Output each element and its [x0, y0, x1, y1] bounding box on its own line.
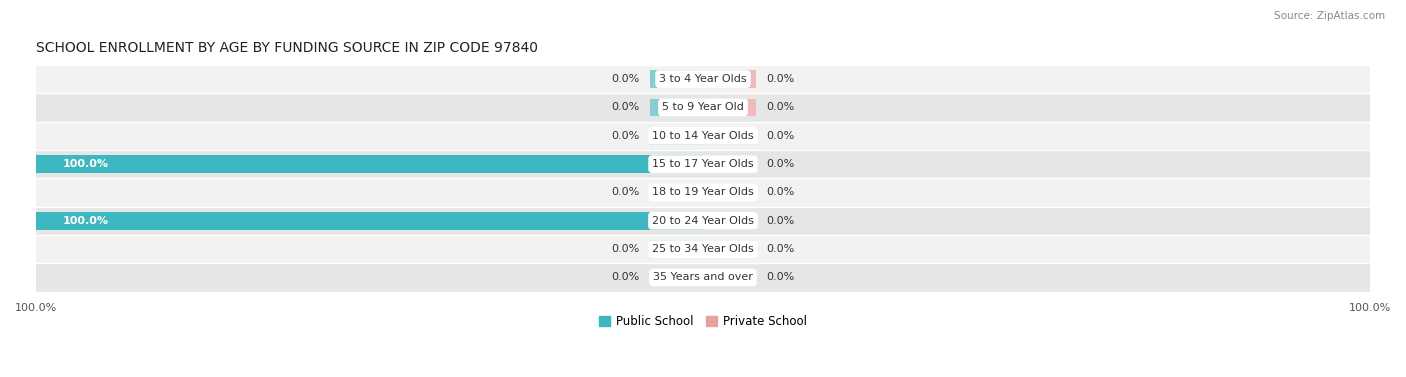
Text: Source: ZipAtlas.com: Source: ZipAtlas.com [1274, 11, 1385, 21]
Bar [37, 155, 703, 173]
Text: 100.0%: 100.0% [63, 216, 108, 226]
Text: 0.0%: 0.0% [766, 131, 794, 141]
Bar [37, 207, 1369, 235]
Text: 5 to 9 Year Old: 5 to 9 Year Old [662, 103, 744, 112]
Text: 0.0%: 0.0% [766, 74, 794, 84]
Bar [37, 235, 1369, 263]
Text: 0.0%: 0.0% [766, 103, 794, 112]
Bar [650, 70, 703, 88]
Bar [37, 212, 703, 230]
Bar [650, 240, 703, 258]
Text: 0.0%: 0.0% [612, 273, 640, 282]
Text: 100.0%: 100.0% [63, 159, 108, 169]
Bar [650, 184, 703, 201]
Bar [703, 212, 756, 230]
Text: 18 to 19 Year Olds: 18 to 19 Year Olds [652, 187, 754, 198]
Legend: Public School, Private School: Public School, Private School [599, 316, 807, 328]
Bar [37, 122, 1369, 150]
Text: 0.0%: 0.0% [612, 103, 640, 112]
Text: 15 to 17 Year Olds: 15 to 17 Year Olds [652, 159, 754, 169]
Text: 10 to 14 Year Olds: 10 to 14 Year Olds [652, 131, 754, 141]
Bar [703, 99, 756, 116]
Text: 0.0%: 0.0% [612, 187, 640, 198]
Text: 25 to 34 Year Olds: 25 to 34 Year Olds [652, 244, 754, 254]
Text: 0.0%: 0.0% [766, 273, 794, 282]
Text: 0.0%: 0.0% [612, 244, 640, 254]
Text: 35 Years and over: 35 Years and over [652, 273, 754, 282]
Bar [703, 184, 756, 201]
Bar [703, 240, 756, 258]
Bar [650, 127, 703, 144]
Bar [703, 269, 756, 286]
Text: 0.0%: 0.0% [612, 74, 640, 84]
Bar [703, 155, 756, 173]
Text: 0.0%: 0.0% [612, 131, 640, 141]
Text: 0.0%: 0.0% [766, 244, 794, 254]
Bar [703, 127, 756, 144]
Text: 20 to 24 Year Olds: 20 to 24 Year Olds [652, 216, 754, 226]
Bar [37, 263, 1369, 292]
Text: SCHOOL ENROLLMENT BY AGE BY FUNDING SOURCE IN ZIP CODE 97840: SCHOOL ENROLLMENT BY AGE BY FUNDING SOUR… [37, 41, 538, 55]
Text: 0.0%: 0.0% [766, 216, 794, 226]
Text: 0.0%: 0.0% [766, 187, 794, 198]
Text: 0.0%: 0.0% [766, 159, 794, 169]
Bar [650, 269, 703, 286]
Bar [37, 150, 1369, 178]
Bar [37, 178, 1369, 207]
Bar [37, 65, 1369, 93]
Bar [650, 99, 703, 116]
Text: 3 to 4 Year Olds: 3 to 4 Year Olds [659, 74, 747, 84]
Bar [37, 93, 1369, 122]
Bar [703, 70, 756, 88]
